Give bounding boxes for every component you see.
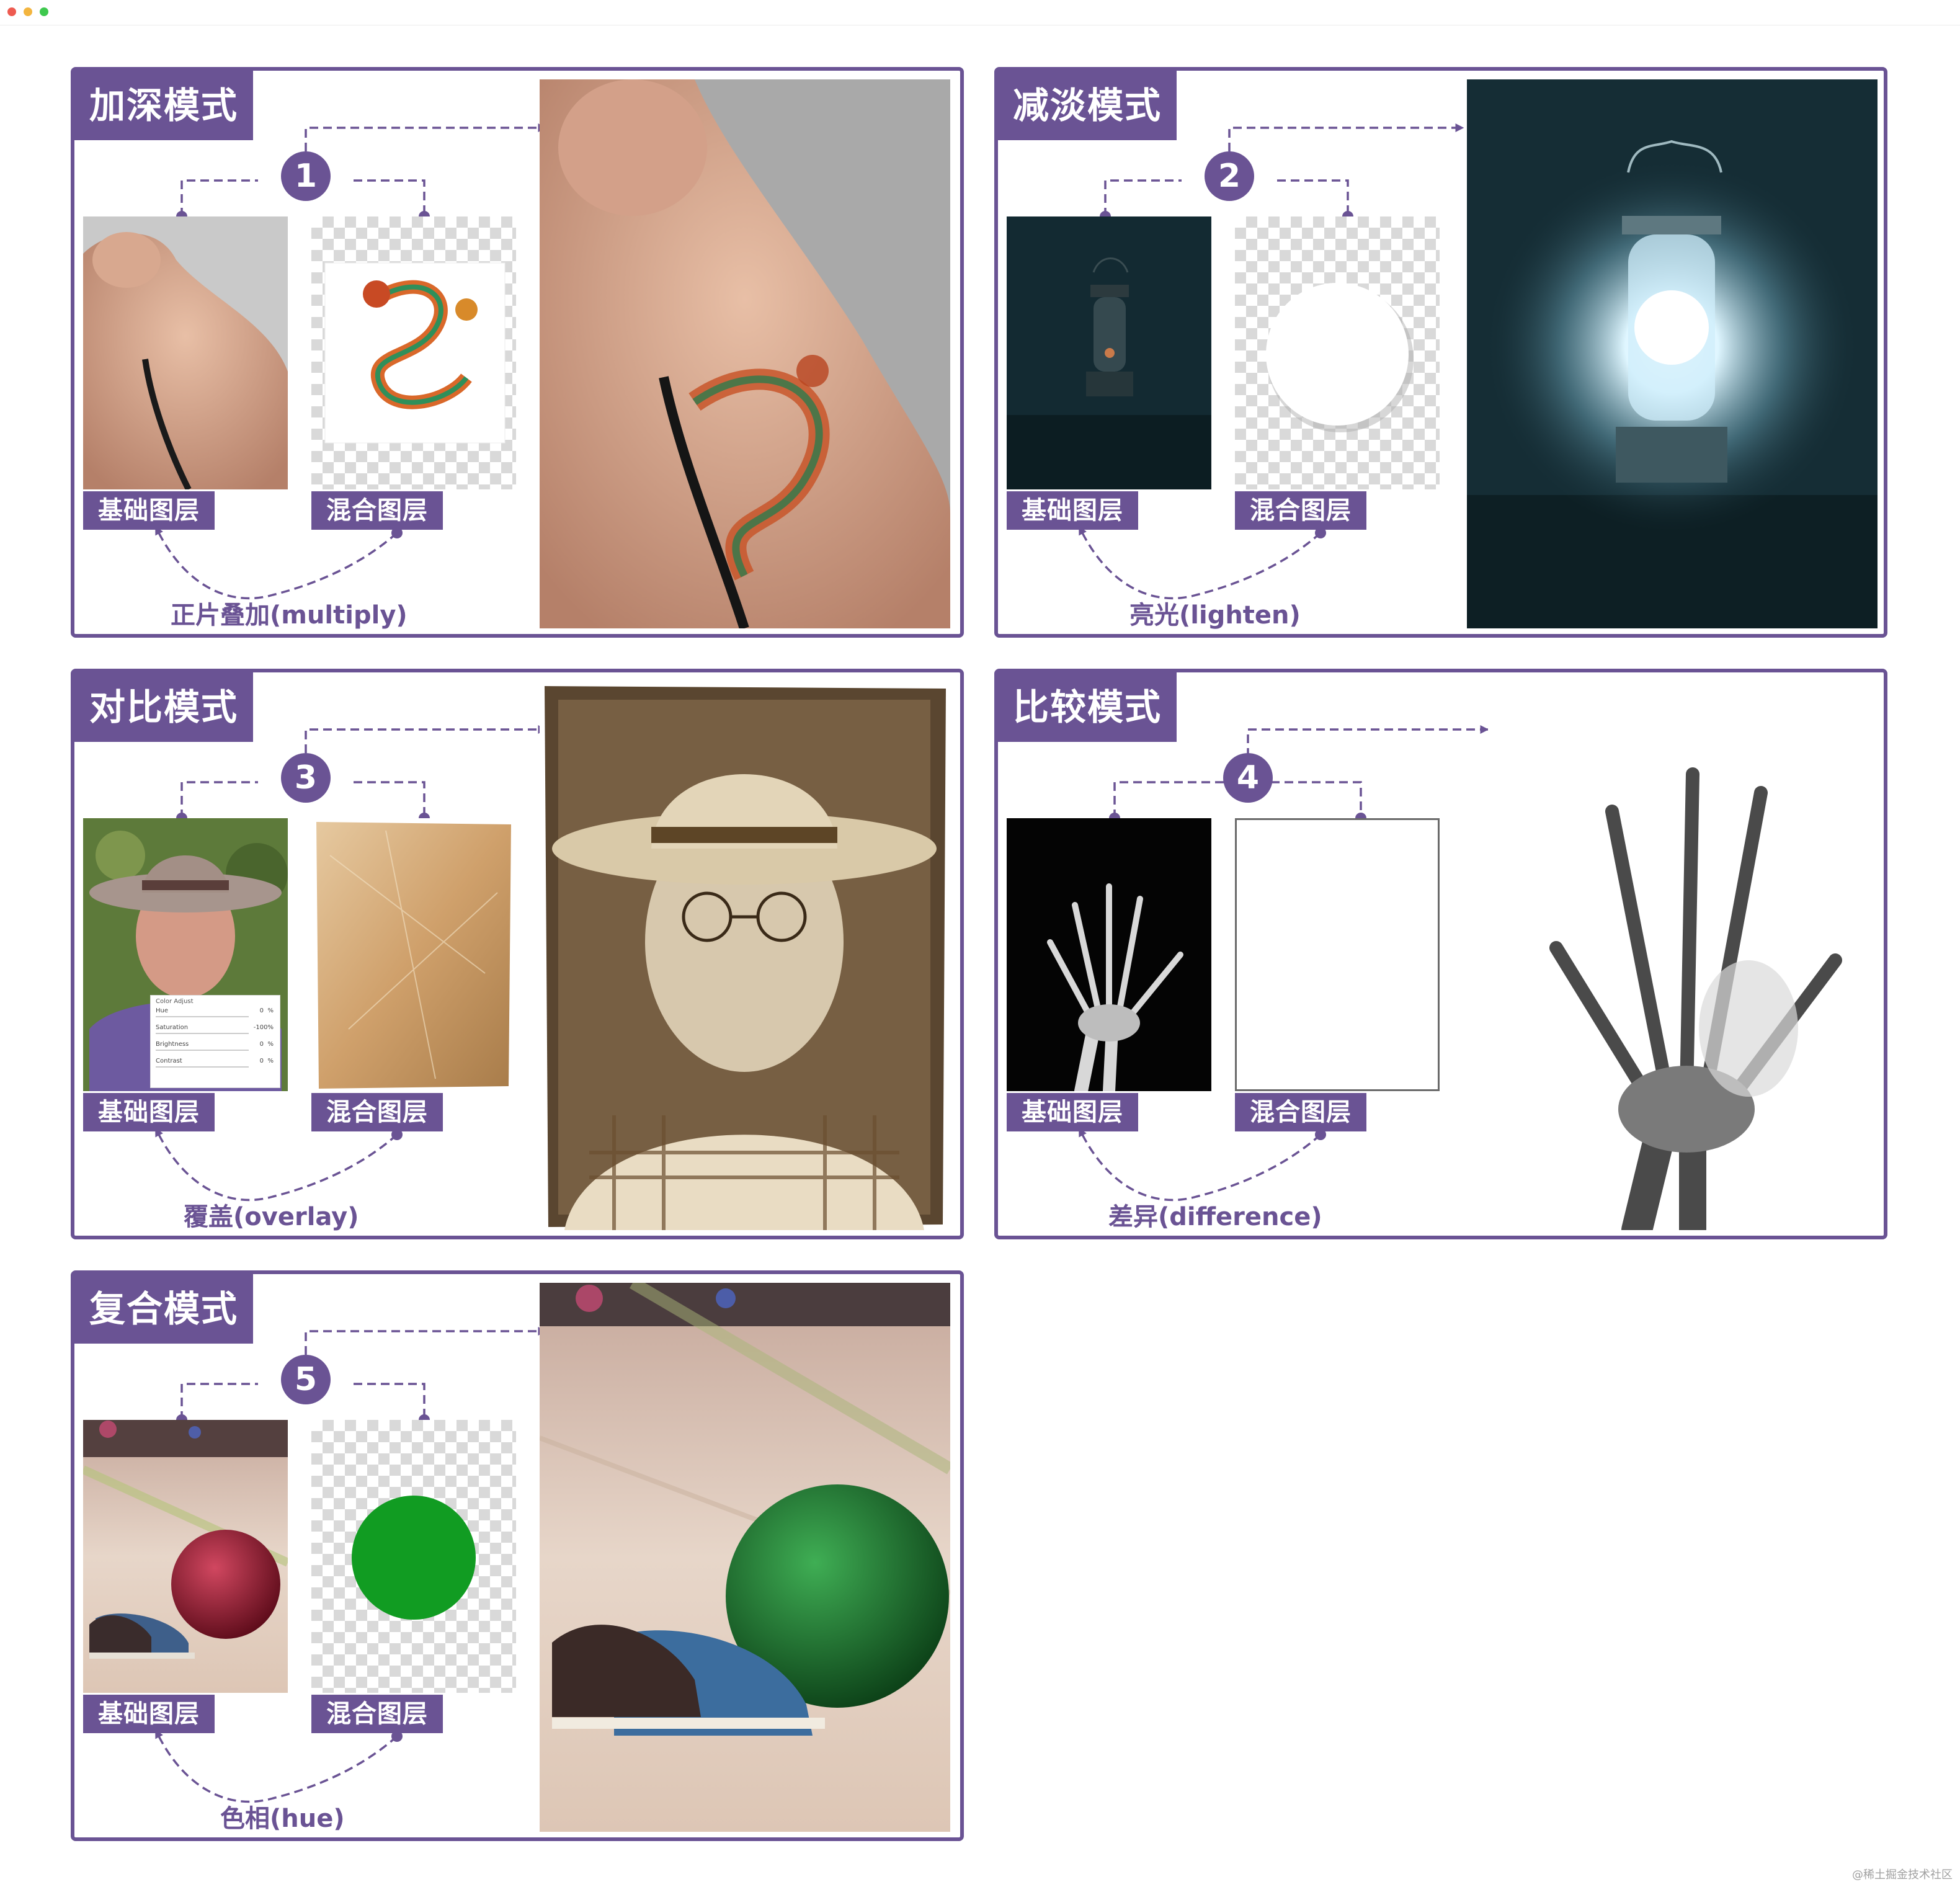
row-unit: % [267,1041,274,1048]
row-label: Contrast [156,1058,182,1064]
blend-layer-label: 混合图层 [1235,1093,1366,1131]
blend-layer-label: 混合图层 [311,1695,443,1733]
blend-mode-caption: 覆盖(overlay) [184,1203,359,1231]
base-layer-label: 基础图层 [83,491,215,530]
base-layer-image [83,1420,288,1693]
step-number-badge: 5 [281,1355,331,1404]
step-number-badge: 2 [1205,151,1254,201]
panel-title: 复合模式 [74,1274,253,1344]
base-layer-label: 基础图层 [1007,1093,1138,1131]
result-image [540,681,950,1230]
panel-title: 加深模式 [74,71,253,140]
close-window-dot[interactable] [7,7,16,16]
panel-lighten-mode: 减淡模式 2 基础图层 混合图层 亮光(lighten) [994,67,1887,638]
maximize-window-dot[interactable] [40,7,48,16]
base-layer-label: 基础图层 [1007,491,1138,530]
base-layer-image [1007,818,1211,1091]
color-adjust-row: Saturation -100% [156,1024,275,1041]
blend-mode-caption: 差异(difference) [1108,1203,1322,1231]
slider-track[interactable] [156,1033,249,1034]
row-value[interactable]: 0 [259,1041,264,1048]
blend-layer-label: 混合图层 [311,1093,443,1131]
base-layer-image: Color Adjust Hue 0 % Saturation -100% Br… [83,818,288,1091]
blend-layer-image [311,1420,516,1693]
blend-layer-image [311,818,516,1091]
panel-title: 减淡模式 [998,71,1177,140]
slider-track[interactable] [156,1016,249,1017]
minimize-window-dot[interactable] [24,7,32,16]
blend-mode-caption: 色相(hue) [220,1804,345,1833]
color-adjust-row: Contrast 0 % [156,1058,275,1074]
base-layer-label: 基础图层 [83,1093,215,1131]
base-layer-label: 基础图层 [83,1695,215,1733]
panel-title: 对比模式 [74,672,253,742]
watermark: @稀土掘金技术社区 [1852,1868,1953,1881]
row-label: Brightness [156,1041,189,1048]
step-number-badge: 3 [281,753,331,803]
slider-track[interactable] [156,1066,249,1068]
window-titlebar [0,0,1960,25]
blend-layer-image [1235,216,1440,489]
slider-track[interactable] [156,1050,249,1051]
panel-darken-mode: 加深模式 1 基础图层 混合图层 正片叠加(multiply) [71,67,964,638]
row-label: Saturation [156,1024,189,1031]
base-layer-image [83,216,288,489]
panel-composite-mode: 复合模式 5 基础图层 混合图层 色相(hue) [71,1270,964,1841]
result-image [1488,681,1860,1230]
row-label: Hue [156,1007,169,1014]
color-adjust-title: Color Adjust [156,998,194,1005]
result-image [1467,79,1878,628]
step-number-badge: 1 [281,151,331,201]
blend-layer-label: 混合图层 [311,491,443,530]
row-unit: % [267,1058,274,1064]
blend-layer-label: 混合图层 [1235,491,1366,530]
panel-comparative-mode: 比较模式 4 基础图层 混合图层 差异(difference) [994,669,1887,1239]
color-adjust-row: Hue 0 % [156,1007,275,1024]
color-adjust-panel: Color Adjust Hue 0 % Saturation -100% Br… [150,995,280,1088]
blend-mode-caption: 亮光(lighten) [1129,601,1301,630]
blend-mode-caption: 正片叠加(multiply) [171,601,408,630]
row-value[interactable]: 0 [259,1007,264,1014]
result-image [540,1283,950,1832]
color-adjust-row: Brightness 0 % [156,1041,275,1058]
panel-contrast-mode: 对比模式 3 Color Adjust Hue 0 % [71,669,964,1239]
step-number-badge: 4 [1223,753,1273,803]
result-image [540,79,950,628]
blend-layer-image [311,216,516,489]
row-unit: % [267,1007,274,1014]
panel-title: 比较模式 [998,672,1177,742]
blend-layer-image [1235,818,1440,1091]
row-value[interactable]: -100% [253,1024,274,1031]
base-layer-image [1007,216,1211,489]
row-value[interactable]: 0 [259,1058,264,1064]
